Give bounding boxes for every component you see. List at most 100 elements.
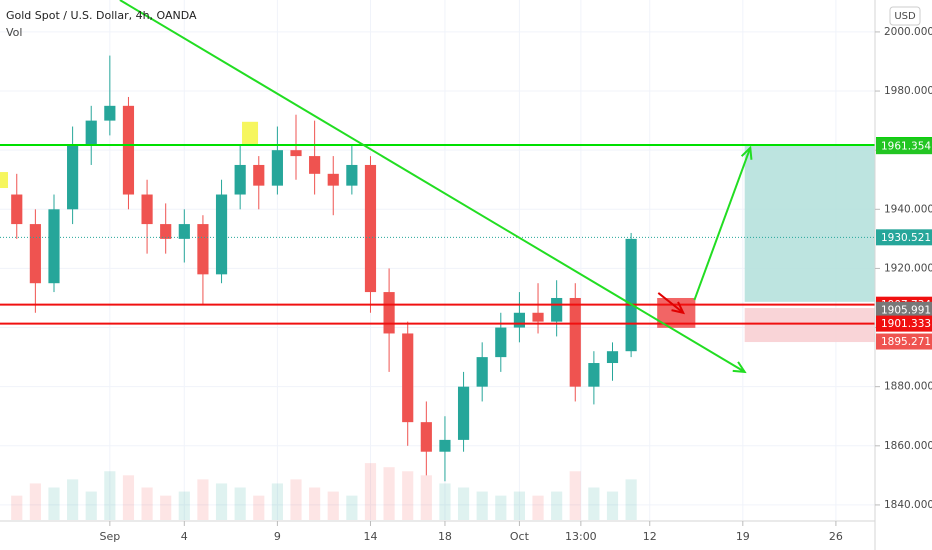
volume-bar [309, 487, 321, 520]
candle-body [67, 144, 79, 210]
candle-body [513, 312, 525, 328]
volume-bar [122, 475, 135, 520]
volume-bar [588, 487, 600, 520]
candle-body [606, 351, 619, 364]
volume-bar [625, 479, 637, 520]
price-label: 1961.354 [881, 141, 931, 153]
volume-bar [271, 483, 283, 520]
currency-box[interactable] [889, 6, 921, 26]
x-tick-label: 9 [274, 530, 281, 543]
x-tick-label: 12 [643, 530, 657, 543]
volume-bar [253, 495, 265, 520]
chart-title: Gold Spot / U.S. Dollar, 4h, OANDA [6, 9, 197, 22]
candle-body [495, 327, 507, 358]
x-tick-label: 26 [829, 530, 843, 543]
x-tick-label: 18 [438, 530, 452, 543]
price-label: 1901.333 [881, 318, 931, 330]
candle-body [122, 105, 135, 195]
volume-bar [551, 491, 563, 520]
candle-body [290, 150, 302, 157]
volume-bar [11, 495, 23, 520]
volume-bar [48, 487, 60, 520]
candle-body [104, 105, 116, 121]
candle-body [215, 194, 228, 275]
y-tick-label: 1940.000 [884, 203, 932, 215]
volume-bar [606, 491, 619, 520]
price-label: 1895.271 [881, 336, 931, 348]
arrow-head [732, 361, 747, 374]
candle-body [271, 150, 283, 186]
volume-bar [439, 483, 451, 520]
trend-line [693, 147, 752, 301]
candle-body [364, 164, 377, 293]
volume-bar [29, 483, 41, 520]
candle-body [327, 173, 339, 186]
trend-line [657, 292, 684, 314]
candle-body [29, 224, 41, 284]
currency: USD [894, 11, 916, 22]
candle-body [85, 120, 97, 145]
volume-bar [476, 491, 488, 520]
volume-bar [532, 495, 544, 520]
price-label-box [876, 315, 932, 332]
candle-body [569, 297, 581, 387]
volume-bar [141, 487, 153, 520]
y-tick-label: 2000.000 [884, 26, 932, 38]
volume-bar [495, 495, 507, 520]
candle-body [457, 386, 470, 440]
price-label-box [876, 138, 932, 155]
x-tick-label: Oct [510, 530, 530, 543]
volume-bar [420, 475, 432, 520]
volume-bar [67, 479, 79, 520]
drawing-box [744, 308, 875, 343]
candle-body [476, 357, 488, 387]
candle-body [439, 439, 451, 452]
y-tick-label: 1860.000 [884, 440, 932, 452]
volume-bar [85, 491, 97, 520]
candle-body [346, 164, 358, 186]
volume-bar [569, 471, 581, 520]
volume-bar [327, 491, 339, 520]
x-tick-label: 14 [363, 530, 377, 543]
candle-body [11, 194, 23, 225]
volume-bar [178, 491, 190, 520]
candle-body [197, 224, 209, 275]
candle-body [383, 292, 395, 334]
candle-body [309, 156, 321, 174]
volume-bar [402, 471, 414, 520]
volume-bar [290, 479, 302, 520]
x-tick-label: 19 [736, 530, 750, 543]
volume-bar [364, 463, 377, 520]
x-tick-label: 4 [181, 530, 188, 543]
candle-body [253, 164, 265, 186]
candle-body [402, 333, 414, 423]
volume-bar [215, 483, 228, 520]
price-label-box [876, 333, 932, 350]
volume-bar [197, 479, 209, 520]
candle-body [625, 238, 637, 352]
candle-body [588, 363, 600, 387]
volume-bar [234, 487, 246, 520]
candle-body [532, 312, 544, 322]
drawing-box [744, 145, 875, 302]
volume-label: Vol [6, 26, 22, 39]
volume-bar [457, 487, 470, 520]
arrow-head [740, 145, 753, 160]
arrow-head [671, 301, 686, 315]
price-label-box [876, 229, 932, 246]
candle-body [178, 224, 190, 239]
candle-body [141, 194, 153, 225]
plot-area [0, 0, 875, 520]
price-label-box [876, 301, 932, 318]
volume-bar [513, 491, 525, 520]
y-tick-label: 1920.000 [884, 262, 932, 274]
trend-line [119, 0, 746, 373]
candle-body [48, 209, 60, 284]
volume-bar [160, 495, 172, 520]
y-tick-label: 1980.000 [884, 85, 932, 97]
x-tick-label: Sep [99, 530, 120, 543]
volume-bar [383, 467, 395, 520]
candle-body [551, 297, 563, 322]
